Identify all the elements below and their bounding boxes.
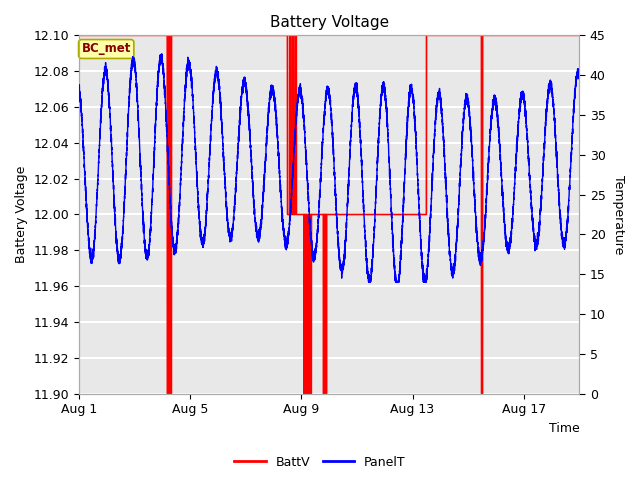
BattV xyxy=(209,33,217,38)
PanelT xyxy=(388,230,396,236)
Title: Battery Voltage: Battery Voltage xyxy=(269,15,388,30)
BattV xyxy=(470,33,477,38)
BattV xyxy=(381,212,389,217)
PanelT xyxy=(567,157,575,163)
Y-axis label: Temperature: Temperature xyxy=(612,175,625,254)
Line: BattV: BattV xyxy=(79,36,579,394)
PanelT xyxy=(470,181,478,187)
PanelT xyxy=(104,76,111,82)
PanelT xyxy=(209,95,217,100)
BattV xyxy=(104,33,111,38)
Text: BC_met: BC_met xyxy=(81,43,131,56)
BattV xyxy=(388,212,396,217)
Line: PanelT: PanelT xyxy=(79,54,579,282)
BattV xyxy=(163,391,171,396)
PanelT xyxy=(575,72,583,77)
PanelT xyxy=(158,51,166,57)
Legend: BattV, PanelT: BattV, PanelT xyxy=(229,451,411,474)
PanelT xyxy=(75,84,83,89)
Text: Time: Time xyxy=(548,422,579,435)
Y-axis label: Battery Voltage: Battery Voltage xyxy=(15,166,28,263)
BattV xyxy=(575,33,583,38)
PanelT xyxy=(381,94,389,99)
BattV xyxy=(567,33,575,38)
BattV xyxy=(75,33,83,38)
PanelT xyxy=(365,279,372,285)
